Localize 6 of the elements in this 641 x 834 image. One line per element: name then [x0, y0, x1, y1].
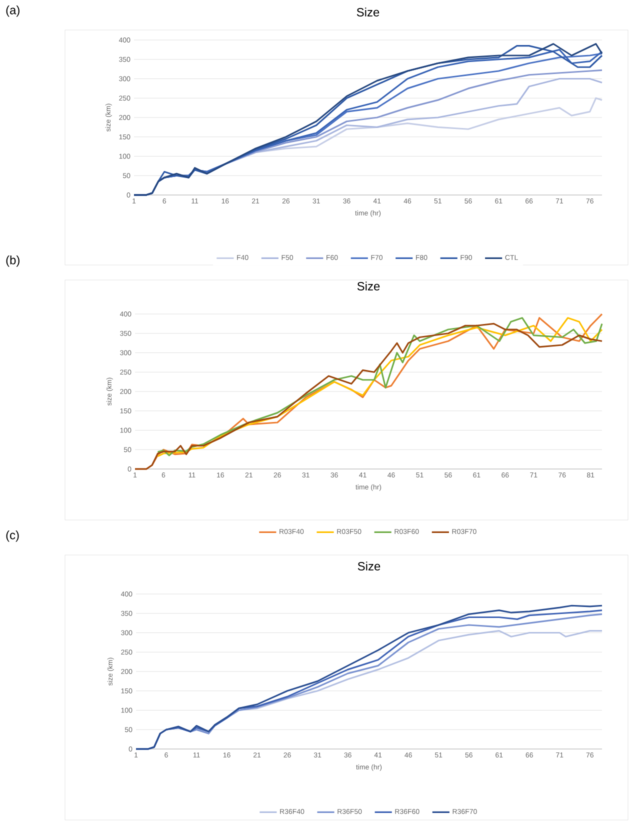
chart-title: Size	[357, 282, 380, 290]
text: (a)	[6, 6, 20, 17]
chart-title: Size	[356, 8, 380, 16]
text: (b)	[6, 256, 20, 267]
text: (c)	[6, 530, 19, 542]
chart-title: Size	[358, 562, 380, 570]
